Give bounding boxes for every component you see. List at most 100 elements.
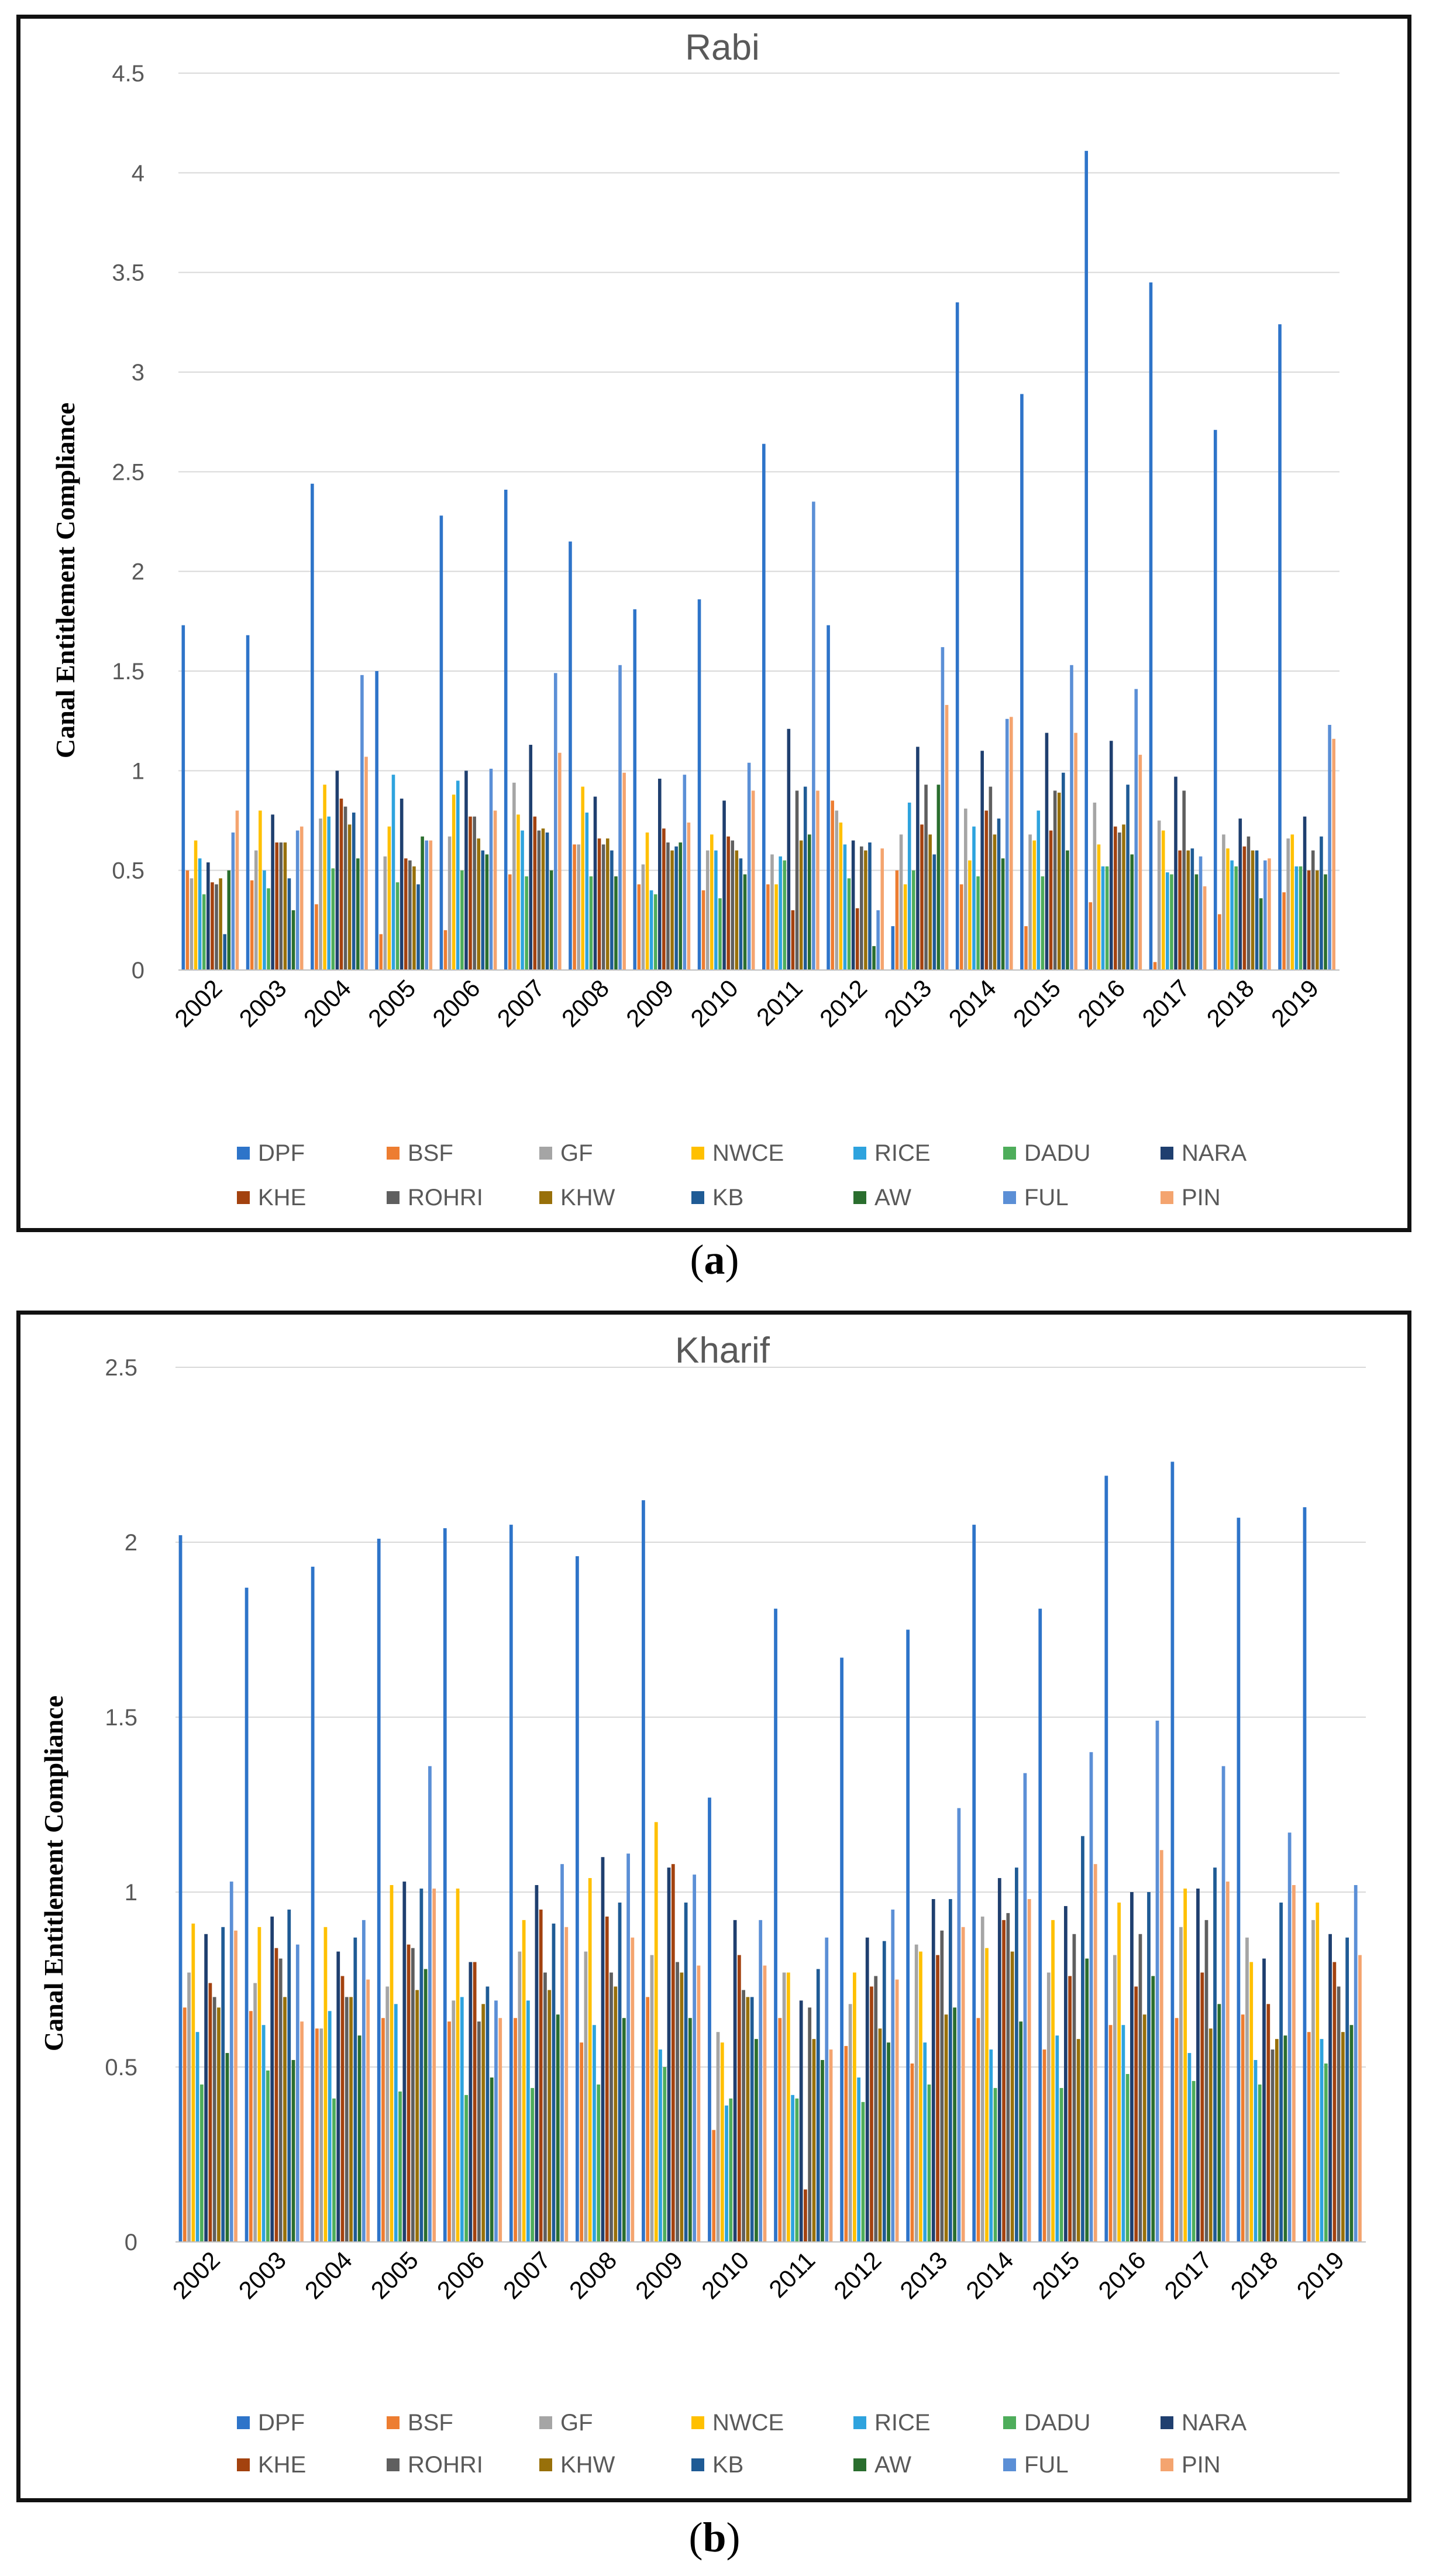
bar-nara-2002 bbox=[206, 862, 210, 970]
bar-gf-2013 bbox=[914, 1944, 918, 2242]
bar-bsf-2010 bbox=[701, 890, 705, 970]
bar-rohri-2015 bbox=[1072, 1934, 1076, 2242]
bar-khw-2010 bbox=[746, 1997, 750, 2242]
bar-rohri-2004 bbox=[345, 1997, 349, 2242]
bar-gf-2011 bbox=[782, 1972, 786, 2242]
bar-aw-2008 bbox=[614, 876, 618, 970]
bar-dadu-2015 bbox=[1041, 876, 1045, 970]
bar-rice-2018 bbox=[1230, 860, 1234, 970]
bar-ful-2018 bbox=[1287, 1832, 1292, 2242]
bar-dadu-2004 bbox=[332, 2098, 336, 2242]
bar-dpf-2005 bbox=[377, 1539, 381, 2242]
bar-pin-2006 bbox=[498, 2018, 502, 2242]
bar-nara-2009 bbox=[667, 1867, 671, 2242]
bar-bsf-2016 bbox=[1108, 2025, 1113, 2242]
bar-dadu-2016 bbox=[1125, 2073, 1130, 2242]
bar-pin-2018 bbox=[1268, 858, 1271, 970]
bar-rohri-2019 bbox=[1337, 1986, 1341, 2242]
bar-dpf-2007 bbox=[509, 1525, 513, 2242]
bar-khe-2006 bbox=[469, 816, 472, 970]
bar-kb-2003 bbox=[287, 1909, 291, 2242]
bar-khw-2012 bbox=[864, 850, 867, 970]
bar-aw-2009 bbox=[688, 2018, 692, 2242]
bar-khw-2003 bbox=[283, 1997, 287, 2242]
bar-dpf-2012 bbox=[840, 1657, 843, 2242]
legend-swatch-aw bbox=[853, 2458, 866, 2471]
bar-nwce-2018 bbox=[1226, 848, 1230, 970]
bar-khe-2014 bbox=[984, 810, 989, 970]
bar-pin-2009 bbox=[687, 822, 691, 970]
x-tick-label: 2019 bbox=[1266, 974, 1324, 1032]
bar-nwce-2014 bbox=[968, 860, 972, 970]
bar-rice-2014 bbox=[972, 826, 976, 970]
chart-title: Rabi bbox=[685, 27, 760, 68]
bar-rohri-2007 bbox=[537, 830, 541, 970]
x-tick-label: 2010 bbox=[685, 974, 743, 1032]
bar-khw-2004 bbox=[349, 1997, 353, 2242]
x-tick-label: 2015 bbox=[1027, 2246, 1084, 2304]
bar-rohri-2017 bbox=[1182, 790, 1186, 970]
bar-dadu-2016 bbox=[1105, 866, 1109, 970]
y-tick-label: 1 bbox=[125, 1880, 137, 1906]
y-tick-label: 0.5 bbox=[112, 858, 144, 884]
bar-khe-2007 bbox=[533, 816, 537, 970]
bar-nwce-2014 bbox=[985, 1948, 989, 2242]
bar-dpf-2016 bbox=[1084, 150, 1088, 970]
bar-dpf-2014 bbox=[955, 302, 959, 971]
legend-label-nara: NARA bbox=[1182, 1140, 1246, 1166]
bar-bsf-2019 bbox=[1307, 2032, 1311, 2242]
bar-dadu-2010 bbox=[718, 898, 722, 970]
bar-nwce-2010 bbox=[720, 2042, 724, 2242]
legend-label-khw: KHW bbox=[560, 2452, 615, 2478]
bar-rice-2016 bbox=[1121, 2025, 1125, 2242]
x-tick-label: 2004 bbox=[299, 2246, 357, 2304]
bar-dpf-2011 bbox=[774, 1608, 777, 2242]
x-tick-label: 2007 bbox=[498, 2246, 556, 2304]
bar-ful-2015 bbox=[1089, 1752, 1093, 2242]
bar-khe-2007 bbox=[539, 1909, 543, 2242]
bar-nwce-2012 bbox=[839, 822, 843, 970]
bar-aw-2015 bbox=[1066, 850, 1069, 970]
bar-pin-2019 bbox=[1332, 738, 1335, 970]
legend-label-khe: KHE bbox=[258, 2452, 306, 2478]
bar-khe-2008 bbox=[597, 838, 601, 970]
legend-label-kb: KB bbox=[712, 2452, 743, 2478]
bar-gf-2006 bbox=[447, 836, 452, 970]
bar-khe-2018 bbox=[1266, 2004, 1270, 2242]
bar-nara-2003 bbox=[270, 1916, 274, 2242]
y-axis-label: Canal Entitlement Compliance bbox=[39, 1695, 68, 2051]
bar-nwce-2017 bbox=[1161, 830, 1165, 970]
bar-pin-2013 bbox=[961, 1927, 965, 2242]
bar-nwce-2003 bbox=[257, 1927, 261, 2242]
legend-label-gf: GF bbox=[560, 2410, 593, 2436]
bar-aw-2003 bbox=[291, 910, 295, 970]
bar-gf-2012 bbox=[835, 810, 839, 970]
bar-rohri-2011 bbox=[808, 2007, 812, 2242]
bar-ful-2003 bbox=[295, 1944, 299, 2242]
bar-kb-2010 bbox=[750, 1997, 754, 2242]
bar-nara-2005 bbox=[400, 799, 404, 970]
bar-nwce-2017 bbox=[1183, 1889, 1187, 2242]
legend-swatch-dadu bbox=[1003, 2416, 1016, 2429]
bar-khe-2010 bbox=[726, 836, 730, 970]
bar-aw-2013 bbox=[936, 785, 941, 970]
bar-nwce-2016 bbox=[1097, 844, 1101, 970]
bar-pin-2008 bbox=[622, 772, 626, 970]
legend-swatch-bsf bbox=[387, 2416, 400, 2429]
bar-dpf-2003 bbox=[246, 635, 250, 970]
bar-nwce-2002 bbox=[191, 1923, 195, 2242]
bar-pin-2016 bbox=[1138, 755, 1142, 970]
bar-rohri-2003 bbox=[279, 842, 283, 970]
bar-gf-2010 bbox=[716, 2032, 720, 2242]
bar-kb-2008 bbox=[618, 1902, 622, 2242]
bar-bsf-2019 bbox=[1282, 892, 1286, 970]
bar-khe-2017 bbox=[1200, 1972, 1204, 2242]
bar-rice-2005 bbox=[394, 2004, 398, 2242]
bar-rice-2006 bbox=[460, 1997, 464, 2242]
bar-nara-2016 bbox=[1109, 741, 1113, 970]
bar-rohri-2009 bbox=[676, 1962, 679, 2242]
bar-aw-2006 bbox=[490, 2077, 494, 2242]
bar-pin-2014 bbox=[1027, 1899, 1031, 2242]
bar-rohri-2014 bbox=[989, 786, 993, 970]
bar-aw-2017 bbox=[1217, 2004, 1221, 2242]
